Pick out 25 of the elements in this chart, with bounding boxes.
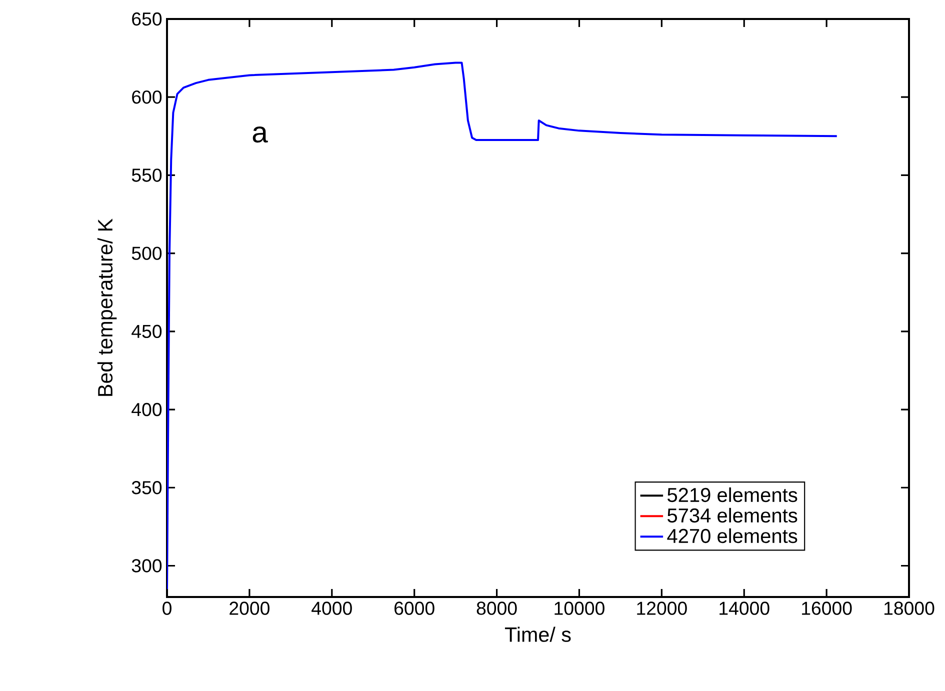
x-tick-label: 0: [162, 602, 172, 615]
y-tick-label: 300: [132, 559, 162, 572]
y-tick-label: 550: [132, 168, 162, 182]
x-tick-label: 8000: [476, 602, 517, 615]
x-tick-label: 12000: [637, 602, 687, 615]
y-axis-title: Bed temperature/ K: [97, 218, 117, 396]
y-tick-label: 600: [132, 90, 162, 104]
legend-label: 5734 elements: [668, 508, 798, 523]
legend-label: 4270 elements: [667, 528, 798, 544]
y-tick-label: 450: [132, 324, 162, 338]
legend-label: 5219 elements: [668, 487, 798, 502]
y-tick-label: 350: [132, 481, 162, 494]
y-tick-label: 400: [132, 402, 162, 416]
x-tick-label: 2000: [230, 602, 270, 615]
x-axis-title: Time/ s: [504, 626, 571, 642]
x-tick-label: 16000: [802, 602, 852, 615]
x-tick-label: 14000: [720, 602, 770, 615]
x-tick-label: 18000: [884, 602, 934, 615]
x-tick-label: 6000: [394, 602, 434, 615]
y-tick-label: 650: [132, 12, 162, 26]
y-tick-label: 500: [132, 246, 162, 260]
annotation: a: [252, 126, 268, 143]
line-series: [167, 62, 838, 590]
x-tick-label: 10000: [554, 602, 604, 615]
x-tick-label: 4000: [312, 602, 352, 615]
